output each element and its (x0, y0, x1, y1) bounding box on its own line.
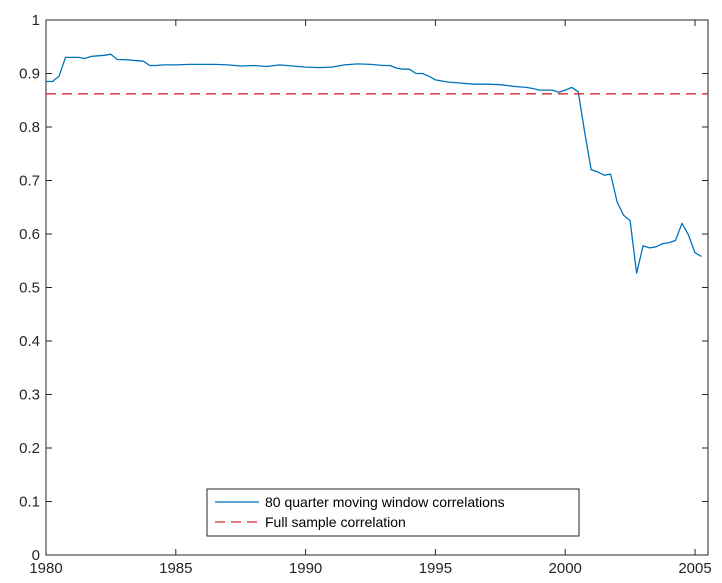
x-tick-label: 1990 (289, 560, 322, 577)
y-tick-label: 0.8 (19, 119, 40, 136)
series-line-moving-window (46, 53, 702, 274)
y-tick-label: 0.9 (19, 66, 40, 83)
y-tick-label: 0.1 (19, 494, 40, 511)
y-tick-label: 0 (32, 547, 40, 564)
x-axis-ticks: 1980 1985 1990 1995 2000 2005 (29, 20, 712, 577)
series-layer (46, 53, 708, 274)
y-tick-label: 0.2 (19, 440, 40, 457)
y-axis-ticks: 0 0.1 0.2 0.3 0.4 0.5 0.6 0.7 0.8 0.9 1 (19, 12, 708, 564)
y-tick-label: 0.7 (19, 173, 40, 190)
legend-label-full-sample: Full sample correlation (265, 514, 406, 530)
x-tick-label: 2000 (549, 560, 582, 577)
legend-label-moving-window: 80 quarter moving window correlations (265, 494, 505, 510)
x-tick-label: 2005 (678, 560, 711, 577)
x-tick-label: 1980 (29, 560, 62, 577)
x-tick-label: 1995 (419, 560, 452, 577)
y-tick-label: 0.4 (19, 333, 40, 350)
y-tick-label: 0.5 (19, 280, 40, 297)
y-tick-label: 0.6 (19, 226, 40, 243)
plot-area: 1980 1985 1990 1995 2000 2005 0 0.1 0.2 0.3 0.4 0.… (19, 12, 712, 577)
axes-box (45, 19, 709, 556)
legend-box (206, 488, 580, 537)
legend: 80 quarter moving window correlations Fu… (206, 488, 580, 537)
y-tick-label: 1 (32, 12, 40, 29)
y-tick-label: 0.3 (19, 387, 40, 404)
x-tick-label: 1985 (159, 560, 192, 577)
